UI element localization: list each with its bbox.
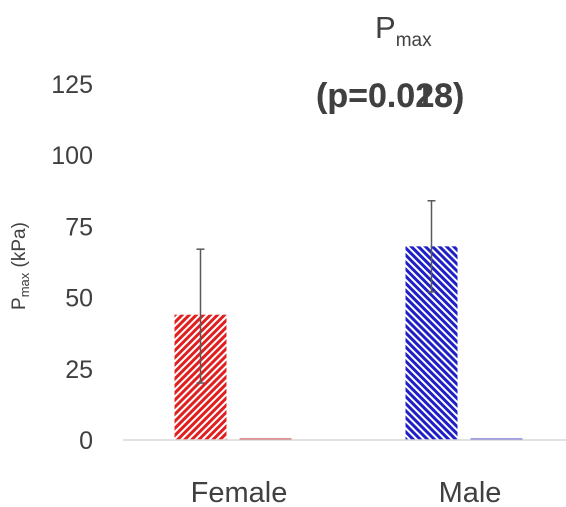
y-tick-labels: 0 25 50 75 100 125 [51, 71, 93, 455]
y-axis-label: Pmax (kPa) [9, 222, 32, 310]
error-bars [196, 200, 436, 384]
x-category-label: Female [191, 477, 288, 507]
chart-title: Pmax [375, 10, 432, 51]
bars [174, 246, 523, 441]
y-tick-label: 100 [51, 142, 93, 170]
x-category-label: Male [439, 477, 502, 507]
y-tick-label: 25 [65, 356, 93, 384]
y-tick-label: 0 [79, 427, 93, 455]
x-category-labels: Female Male [191, 477, 502, 507]
p-value-annotation-1: (p=0.028) [316, 77, 464, 115]
y-tick-label: 50 [65, 285, 93, 313]
y-tick-label: 125 [51, 71, 93, 99]
p-value-annotation-2: (p=0.013) [316, 77, 464, 115]
y-tick-label: 75 [65, 213, 93, 241]
